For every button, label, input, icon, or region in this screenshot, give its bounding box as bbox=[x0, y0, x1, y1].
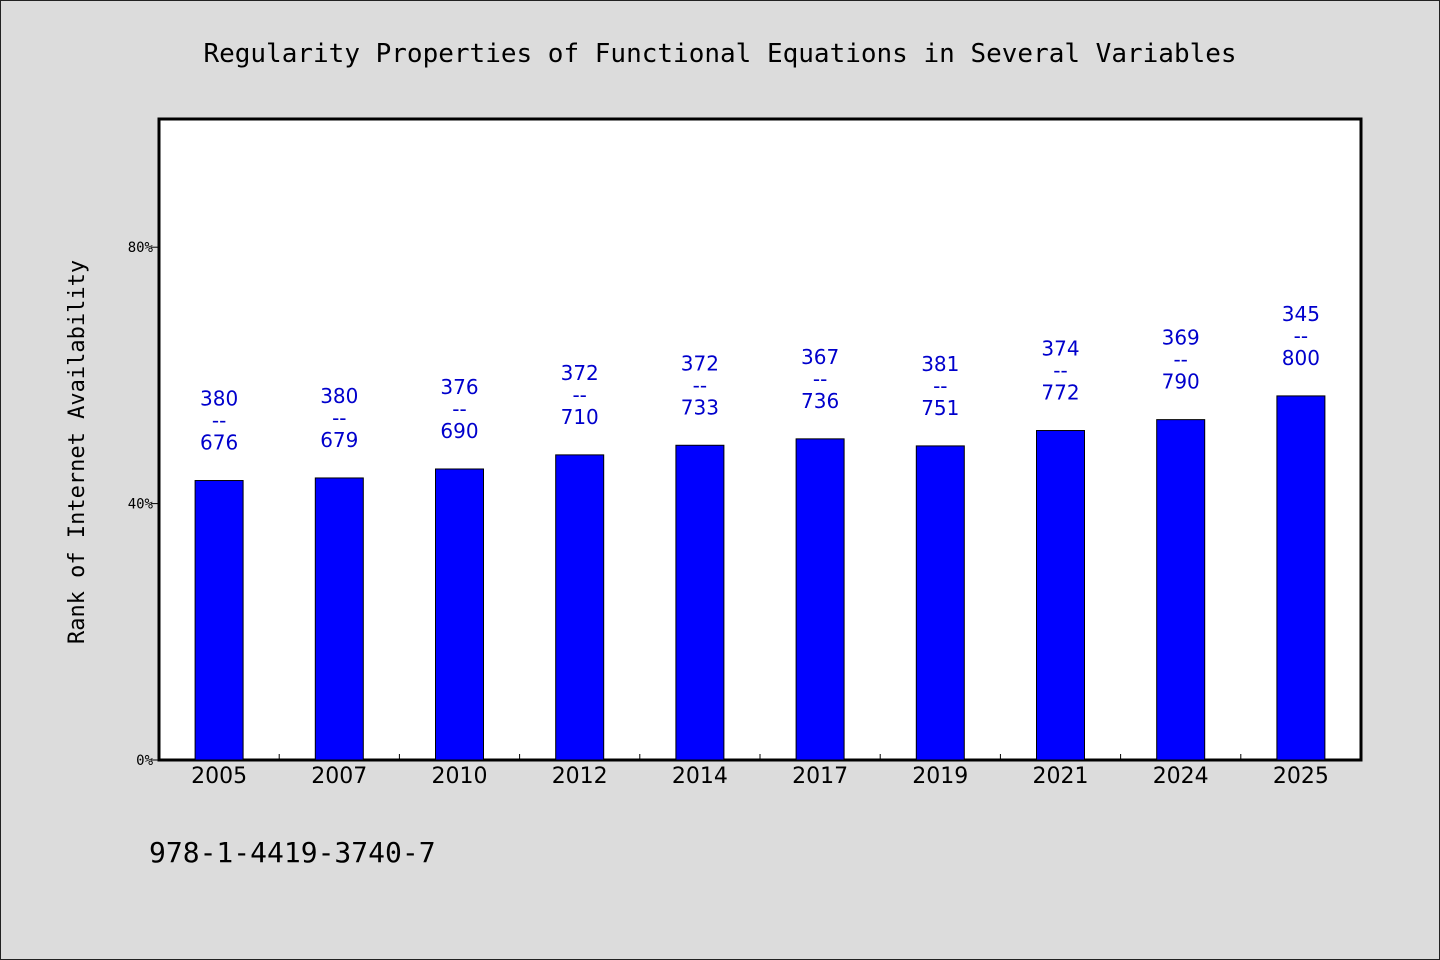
data-label-separator: -- bbox=[1294, 324, 1308, 348]
bar-2024 bbox=[1156, 419, 1206, 761]
bar-2017 bbox=[795, 438, 845, 761]
x-tick-label: 2005 bbox=[191, 764, 247, 789]
data-label-bottom: 736 bbox=[801, 389, 839, 413]
bar-2010 bbox=[435, 468, 484, 761]
y-tick-label: 0% bbox=[136, 753, 153, 769]
data-label-separator: -- bbox=[572, 383, 586, 407]
data-label-separator: -- bbox=[693, 373, 707, 397]
isbn-footer: 978-1-4419-3740-7 bbox=[149, 836, 436, 869]
bar-2012 bbox=[555, 454, 605, 761]
data-label-bottom: 751 bbox=[921, 396, 959, 420]
x-axis: 2005 2007 2010 2012 2014 2017 2019 2021 2024 2025 bbox=[158, 754, 1362, 789]
data-label-top: 380 bbox=[320, 384, 358, 408]
chart-title: Regularity Properties of Functional Equa… bbox=[203, 39, 1236, 69]
data-label-separator: -- bbox=[332, 406, 346, 430]
y-tick-label: 40% bbox=[128, 497, 154, 513]
data-label-bottom: 790 bbox=[1162, 370, 1200, 394]
y-axis-label: Rank of Internet Availability bbox=[65, 260, 90, 644]
data-label-top: 372 bbox=[681, 351, 719, 375]
y-axis: 0% 40% 80% bbox=[128, 240, 159, 769]
data-label-bottom: 772 bbox=[1041, 381, 1079, 405]
data-label-top: 367 bbox=[801, 345, 839, 369]
data-label-top: 376 bbox=[440, 375, 478, 399]
x-tick-label: 2010 bbox=[432, 764, 488, 789]
x-tick-label: 2007 bbox=[311, 764, 367, 789]
data-label-top: 380 bbox=[200, 387, 238, 411]
x-tick-label: 2019 bbox=[912, 764, 968, 789]
data-label-bottom: 800 bbox=[1282, 346, 1320, 370]
data-label-top: 345 bbox=[1282, 302, 1320, 326]
data-label-top: 372 bbox=[561, 361, 599, 385]
x-tick-label: 2025 bbox=[1273, 764, 1329, 789]
data-label-separator: -- bbox=[212, 409, 226, 433]
data-label-separator: -- bbox=[1053, 359, 1067, 383]
data-label-bottom: 690 bbox=[440, 419, 478, 443]
x-tick-label: 2021 bbox=[1033, 764, 1089, 789]
data-label-bottom: 676 bbox=[200, 431, 238, 455]
data-label-separator: -- bbox=[933, 374, 947, 398]
data-label-top: 374 bbox=[1041, 337, 1079, 361]
bar-2019 bbox=[915, 445, 965, 761]
bar-2005 bbox=[194, 480, 244, 761]
x-tick-label: 2017 bbox=[792, 764, 848, 789]
data-label-separator: -- bbox=[813, 367, 827, 391]
data-labels: 380--676380--679376--690372--710372--733… bbox=[200, 302, 1320, 455]
data-label-bottom: 733 bbox=[681, 395, 719, 419]
bars bbox=[194, 395, 1326, 761]
x-tick-label: 2012 bbox=[552, 764, 608, 789]
bar-2025 bbox=[1276, 395, 1326, 761]
x-tick-label: 2024 bbox=[1153, 764, 1209, 789]
data-label-separator: -- bbox=[1173, 348, 1187, 372]
bar-2014 bbox=[675, 444, 725, 761]
data-label-top: 369 bbox=[1162, 326, 1200, 350]
data-label-bottom: 710 bbox=[561, 405, 599, 429]
y-tick-label: 80% bbox=[128, 240, 154, 256]
data-label-separator: -- bbox=[452, 397, 466, 421]
bar-2007 bbox=[314, 477, 364, 761]
data-label-bottom: 679 bbox=[320, 428, 358, 452]
x-tick-label: 2014 bbox=[672, 764, 728, 789]
data-label-top: 381 bbox=[921, 352, 959, 376]
bar-2021 bbox=[1036, 430, 1085, 761]
